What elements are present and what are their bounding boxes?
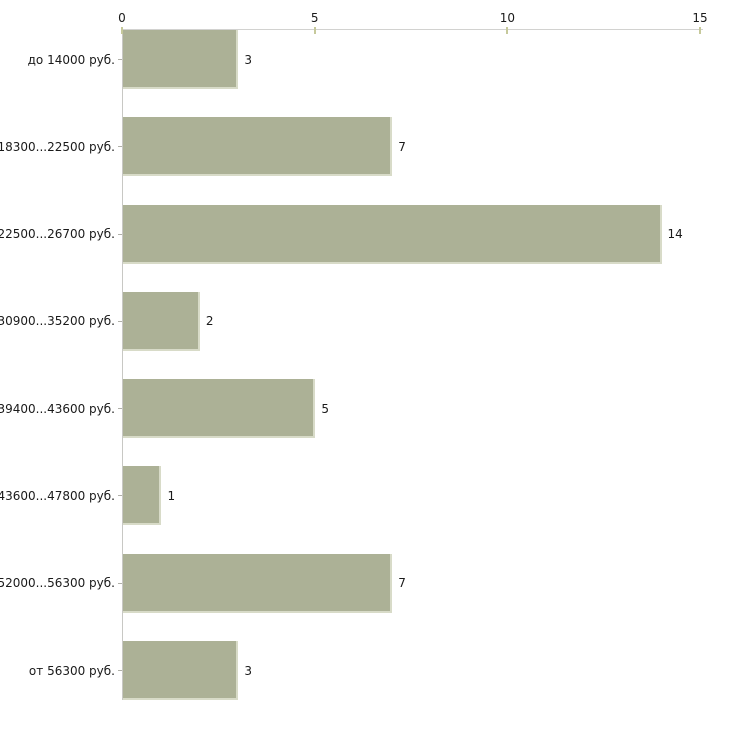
category-row: 52000...56300 руб.	[0, 554, 122, 613]
bar	[123, 466, 162, 526]
category-label: 30900...35200 руб.	[0, 314, 115, 329]
chart-row: 14	[123, 204, 700, 264]
bar	[123, 379, 316, 439]
bar	[123, 291, 200, 351]
chart-row: 3	[123, 641, 700, 701]
bar	[123, 30, 239, 89]
category-label: до 14000 руб.	[27, 52, 115, 67]
bar-value-label: 7	[398, 576, 406, 591]
category-row: 43600...47800 руб.	[0, 466, 122, 525]
category-label: от 56300 руб.	[28, 663, 115, 678]
bar	[123, 553, 393, 613]
chart-row: 2	[123, 291, 700, 351]
category-tick-mark	[118, 495, 122, 497]
bar-value-label: 14	[667, 227, 683, 242]
bar	[123, 117, 393, 177]
y-axis-line	[122, 29, 123, 700]
category-row: 39400...43600 руб.	[0, 379, 122, 438]
bar-value-label: 3	[244, 663, 253, 678]
category-axis: до 14000 руб. 18300...22500 руб. 22500..…	[0, 30, 122, 728]
category-row: 30900...35200 руб.	[0, 292, 122, 351]
category-tick-mark	[118, 582, 122, 584]
x-axis-tick-label: 15	[692, 11, 708, 25]
x-axis-tick-mark	[699, 27, 701, 34]
category-tick-mark	[118, 233, 122, 235]
chart-row: 7	[123, 553, 700, 613]
category-label: 18300...22500 руб.	[0, 139, 115, 154]
category-row: от 56300 руб.	[0, 641, 122, 700]
x-axis-tick-label: 5	[310, 11, 319, 25]
category-row: до 14000 руб.	[0, 30, 122, 89]
chart-row: 3	[123, 30, 700, 89]
bars-container: 3 7 14 2 5 1 7	[123, 30, 700, 728]
bar-value-label: 7	[398, 139, 406, 154]
chart-row: 7	[123, 117, 700, 177]
category-label: 52000...56300 руб.	[0, 576, 115, 591]
bar-value-label: 5	[321, 401, 329, 416]
category-label: 39400...43600 руб.	[0, 401, 115, 416]
bar-value-label: 2	[205, 314, 214, 329]
category-tick-mark	[118, 59, 122, 60]
x-axis-tick-mark	[121, 27, 123, 34]
bar	[123, 641, 239, 701]
chart-row: 5	[123, 379, 700, 439]
category-tick-mark	[118, 408, 122, 410]
bar-value-label: 3	[244, 52, 253, 67]
x-axis-tick-label: 0	[118, 11, 126, 25]
x-axis-line	[122, 29, 703, 30]
x-axis-tick-label: 10	[499, 11, 515, 25]
category-row: 22500...26700 руб.	[0, 205, 122, 264]
category-tick-mark	[118, 320, 122, 322]
category-row: 18300...22500 руб.	[0, 117, 122, 176]
category-label: 22500...26700 руб.	[0, 227, 115, 242]
category-label: 43600...47800 руб.	[0, 488, 115, 503]
x-axis-tick-mark	[506, 27, 509, 34]
category-tick-mark	[118, 670, 122, 672]
bar	[123, 204, 662, 264]
x-axis-tick-mark	[313, 27, 316, 34]
chart-row: 1	[123, 466, 700, 526]
plot-area: 0 5 10 15 3 7 14	[118, 12, 708, 701]
bar-value-label: 1	[167, 488, 176, 503]
category-tick-mark	[118, 146, 122, 148]
